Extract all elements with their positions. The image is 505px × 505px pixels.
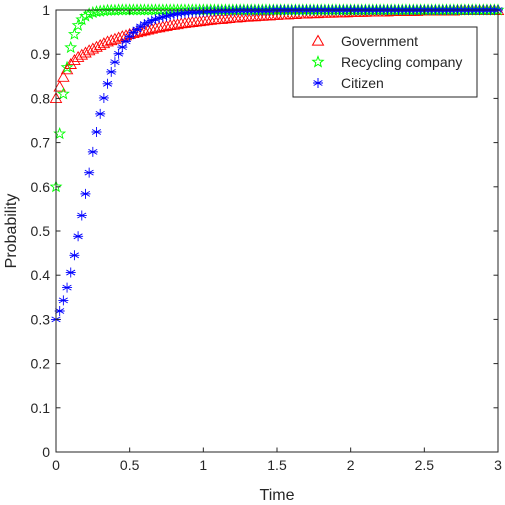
y-tick-label: 0.2 [31,356,51,372]
data-point [62,282,73,293]
y-tick-label: 0.1 [31,400,51,416]
y-tick-label: 0.7 [31,135,51,151]
data-point [120,36,131,47]
data-point [102,78,113,89]
legend-item: Recycling company [311,54,462,70]
data-point [68,53,81,65]
data-point [171,18,184,30]
y-tick-label: 0.5 [31,223,51,239]
data-point [67,27,81,40]
data-point [82,7,96,20]
y-tick-label: 0.4 [31,267,51,283]
data-point [132,24,143,35]
data-point [134,25,147,37]
data-point [145,22,159,34]
legend-box [292,26,478,98]
data-point [69,250,80,261]
data-point [165,10,176,21]
data-point [150,14,161,25]
data-point [73,231,84,242]
tick-labels: 0 0.5 1 1.5 2 2.5 3 0 0.1 0.2 0.3 0.4 0.5 0.6 0.7 0.8 0.… [31,2,503,473]
x-tick-label: 3 [494,457,502,473]
axes [55,9,499,453]
data-point [108,3,122,16]
legend-label: Citizen [341,75,384,91]
legend-item: Government [311,33,418,49]
data-point [128,27,139,38]
data-point [109,57,120,68]
y-axis-label: Probability [3,194,20,269]
x-tick-label: 0.5 [120,457,140,473]
legend: Government Recycling company Citizen [292,26,478,98]
legend-label: Recycling company [341,54,462,70]
data-point [154,12,165,23]
data-point [152,21,166,33]
data-point [80,188,91,199]
legend-label: Government [341,33,418,49]
data-point [95,108,106,119]
data-point [157,12,168,23]
data-point [65,267,76,278]
data-point [91,126,102,137]
data-point [56,87,70,100]
x-axis-label: Time [260,487,295,504]
data-point [97,4,111,17]
data-point [106,66,117,77]
y-tick-label: 1 [42,2,50,18]
legend-item: Citizen [313,75,384,91]
data-point [60,60,74,73]
y-tick-label: 0.9 [31,46,51,62]
data-point [76,210,87,221]
data-point [138,24,151,36]
data-point [53,80,66,92]
data-point [116,30,129,42]
data-point [71,18,85,31]
x-tick-label: 2.5 [415,457,435,473]
data-point [87,146,98,157]
legend-marker [313,78,323,88]
legend-marker [311,55,325,68]
data-point [113,48,124,59]
data-point [161,11,172,22]
x-tick-label: 1 [199,457,207,473]
data-point [84,167,95,178]
y-tick-label: 0.8 [31,90,51,106]
data-point [54,306,65,316]
legend-marker [311,34,325,46]
data-point [146,15,157,26]
data-point [141,23,155,35]
data-point [98,92,109,103]
y-tick-label: 0.3 [31,311,51,327]
y-tick-label: 0.6 [31,179,51,195]
data-point [58,295,69,306]
y-tick-label: 0 [42,444,50,460]
data-point [124,31,135,42]
data-point [57,70,70,82]
data-point [104,3,118,16]
data-point [112,31,125,43]
x-tick-label: 1.5 [267,457,287,473]
data-point [64,40,78,54]
data-point [117,42,128,53]
x-tick-label: 2 [347,457,355,473]
x-tick-label: 0 [52,457,60,473]
data-point [160,19,173,31]
